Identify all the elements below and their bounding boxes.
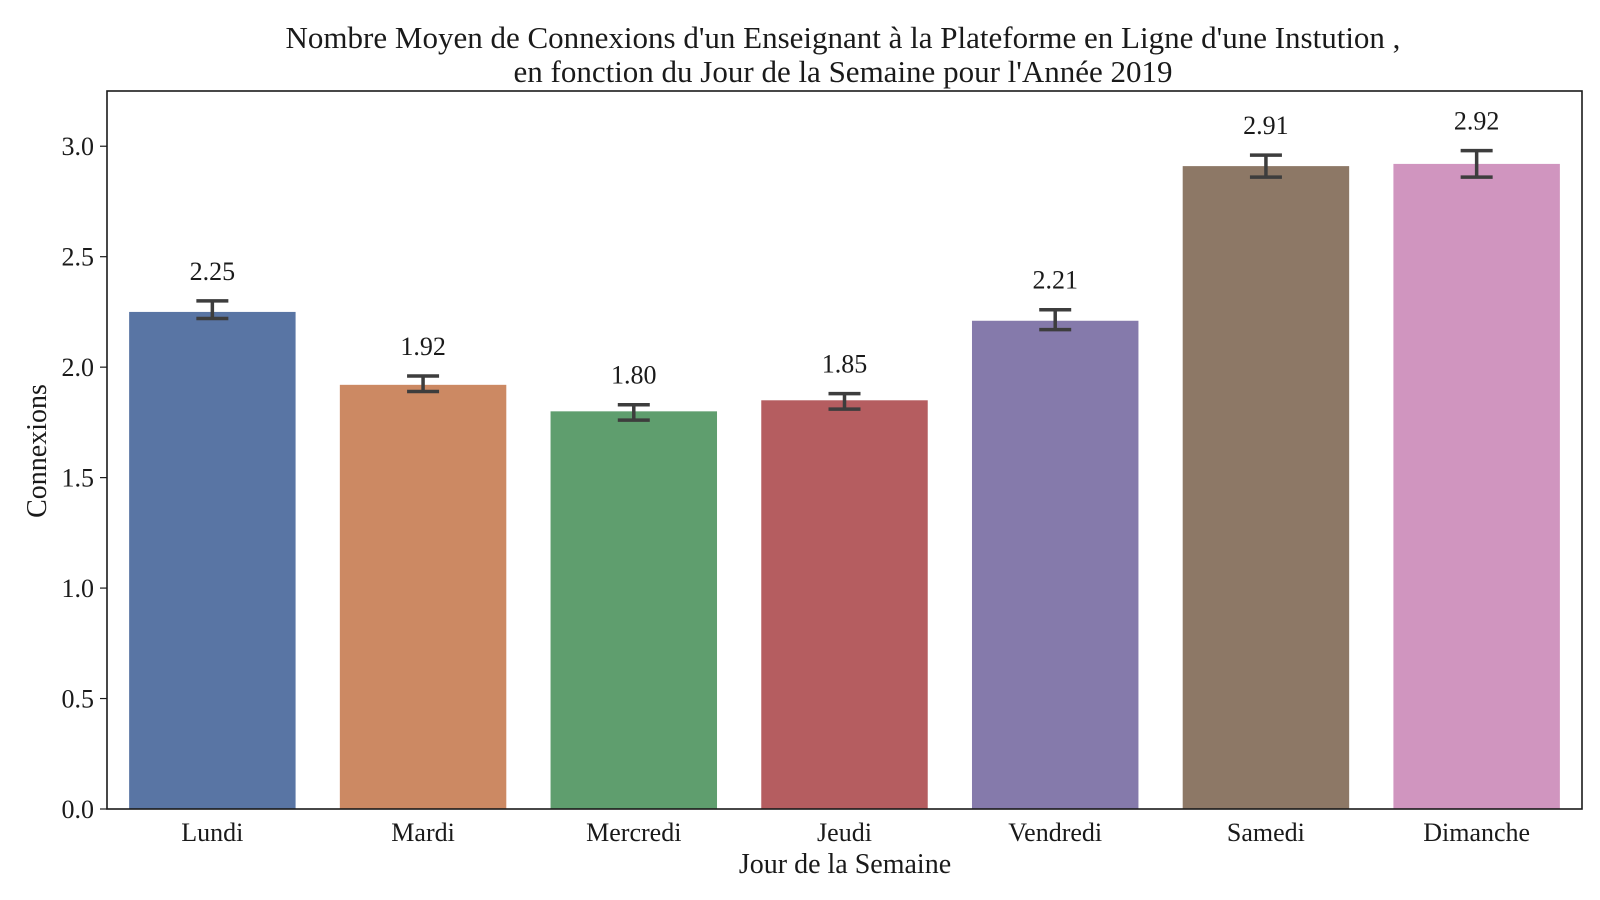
y-tick-label: 1.0: [62, 574, 95, 603]
bar-value-label: 2.21: [1032, 266, 1078, 295]
plot-area: 0.0 0.5 1.0 1.5 2.0 2.5 3.0 2.25 Lundi 1.92 Mardi 1…: [62, 107, 1560, 847]
x-tick-label: Samedi: [1227, 818, 1305, 847]
y-axis-label: Connexions: [22, 384, 53, 518]
bar-jeudi: [761, 400, 928, 809]
x-tick-label: Vendredi: [1008, 818, 1102, 847]
bar-value-label: 1.92: [400, 332, 446, 361]
bar-value-label: 1.80: [611, 361, 657, 390]
bar-dimanche: [1393, 163, 1560, 810]
x-tick-label: Jeudi: [817, 818, 872, 847]
x-tick-label: Dimanche: [1423, 818, 1530, 847]
y-tick-label: 2.5: [62, 243, 95, 272]
x-axis-label: Jour de la Semaine: [739, 849, 951, 880]
bar-value-label: 2.25: [190, 257, 236, 286]
y-tick-label: 0.5: [62, 685, 95, 714]
bar-vendredi: [971, 320, 1139, 809]
bar-value-label: 2.92: [1454, 107, 1500, 136]
bar-samedi: [1182, 166, 1350, 810]
y-tick-label: 0.0: [62, 795, 95, 824]
bar-lundi: [129, 311, 296, 809]
bar-mardi: [339, 384, 507, 809]
bar-value-label: 2.91: [1243, 111, 1289, 140]
plot-frame: [106, 90, 1583, 810]
y-tick-label: 1.5: [62, 464, 95, 493]
chart-title-line-1: Nombre Moyen de Connexions d'un Enseigna…: [286, 20, 1401, 55]
bar-mercredi: [550, 411, 718, 809]
y-tick-label: 3.0: [62, 132, 95, 161]
x-tick-label: Mercredi: [586, 818, 681, 847]
x-tick-label: Lundi: [181, 818, 243, 847]
x-tick-label: Mardi: [391, 818, 455, 847]
chart-title-line-2: en fonction du Jour de la Semaine pour l…: [513, 54, 1172, 89]
bar-value-label: 1.85: [822, 350, 868, 379]
y-tick-label: 2.0: [62, 353, 95, 382]
